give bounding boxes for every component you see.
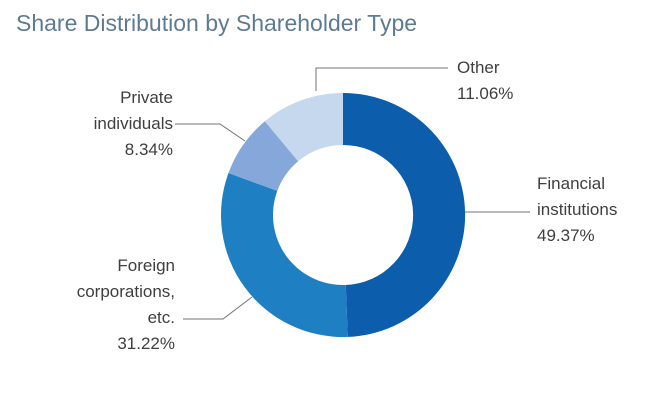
leader-line-foreign-corporations <box>183 296 253 320</box>
label-financial-institutions-name: Financial institutions <box>537 174 618 219</box>
label-private-individuals-percent: 8.34% <box>124 140 173 159</box>
label-foreign-corporations-percent: 31.22% <box>117 334 175 353</box>
donut-segment-private-individuals <box>228 121 299 191</box>
label-other-percent: 11.06% <box>457 84 514 103</box>
label-foreign-corporations: Foreign corporations, etc. 31.22% <box>50 253 175 357</box>
label-foreign-corporations-name: Foreign corporations, etc. <box>76 256 175 327</box>
label-other: Other 11.06% <box>457 55 577 107</box>
label-financial-institutions: Financial institutions 49.37% <box>537 171 649 249</box>
donut-segment-foreign-corporations-etc <box>221 172 348 338</box>
donut-segment-other <box>264 93 343 162</box>
leader-line-private-individuals <box>175 123 246 142</box>
leader-line-other <box>315 67 448 91</box>
donut-segments <box>221 92 466 338</box>
donut-segment-financial-institutions <box>343 92 466 337</box>
chart-title: Share Distribution by Shareholder Type <box>16 10 418 36</box>
label-private-individuals-name: Private individuals <box>93 88 173 133</box>
label-financial-institutions-percent: 49.37% <box>537 226 595 245</box>
label-private-individuals: Private individuals 8.34% <box>55 85 173 163</box>
label-other-name: Other <box>457 58 500 77</box>
